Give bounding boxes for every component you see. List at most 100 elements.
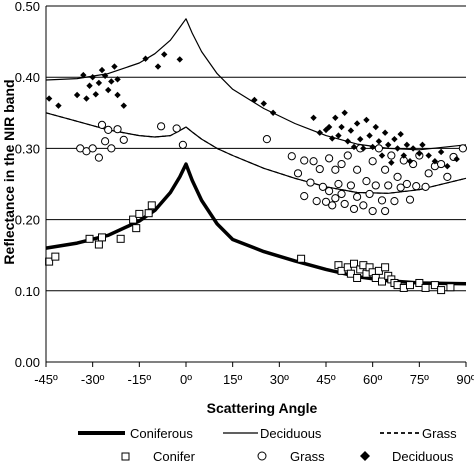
x-tick-label: 90º: [456, 372, 474, 387]
point-deciduous: [310, 114, 317, 121]
point-grass: [337, 189, 346, 199]
x-tick-label: 60º: [363, 372, 382, 387]
point-grass: [315, 164, 324, 174]
point-grass: [377, 196, 387, 205]
point-grass: [318, 182, 327, 191]
point-grass: [325, 187, 334, 196]
point-deciduous: [161, 51, 168, 58]
point-deciduous: [388, 159, 395, 166]
line-grass-thin-solid: [45, 112, 467, 194]
point-conifer: [144, 209, 153, 218]
point-deciduous: [444, 163, 451, 170]
point-deciduous: [154, 63, 162, 70]
point-grass: [343, 151, 352, 160]
point-deciduous: [406, 158, 414, 165]
x-tick-label: 45º: [316, 372, 335, 387]
point-deciduous: [394, 145, 401, 152]
point-deciduous: [332, 114, 339, 121]
point-grass: [94, 153, 103, 162]
point-conifer: [430, 281, 439, 290]
y-tick-label: 0.40: [15, 70, 40, 85]
point-conifer: [381, 263, 390, 272]
point-grass: [88, 144, 97, 153]
point-grass: [349, 204, 359, 214]
point-grass: [328, 201, 337, 210]
point-deciduous: [419, 141, 426, 149]
point-deciduous: [378, 152, 386, 159]
point-grass: [368, 206, 377, 216]
point-deciduous: [142, 55, 149, 62]
legend-grass-marker: [257, 451, 267, 461]
point-grass: [157, 122, 166, 131]
x-tick-label: -30º: [81, 372, 105, 387]
point-grass: [331, 165, 340, 174]
point-conifer: [346, 269, 355, 278]
x-tick-label: 30º: [270, 372, 289, 387]
legend-conifer-label: Conifer: [153, 449, 196, 464]
point-grass: [371, 181, 380, 190]
point-grass: [107, 144, 116, 153]
point-conifer: [437, 286, 446, 295]
point-deciduous: [322, 126, 330, 134]
gridlines: [46, 5, 466, 292]
x-axis-title: Scattering Angle: [207, 400, 318, 416]
point-conifer: [116, 234, 125, 243]
point-grass: [396, 183, 405, 192]
point-conifer: [135, 209, 144, 218]
point-conifer: [147, 201, 156, 210]
point-conifer: [132, 224, 141, 233]
legend: Coniferous Deciduous Grass Conifer Grass…: [78, 426, 457, 464]
point-grass: [346, 181, 355, 190]
point-grass: [353, 165, 362, 174]
point-conifer: [85, 234, 94, 243]
point-deciduous: [335, 132, 342, 139]
point-grass: [300, 156, 309, 165]
point-deciduous: [98, 66, 106, 74]
point-deciduous: [176, 56, 183, 63]
point-grass: [337, 159, 346, 169]
point-deciduous: [437, 148, 445, 156]
point-deciduous: [403, 141, 411, 149]
point-deciduous: [80, 71, 87, 79]
point-deciduous: [325, 123, 333, 131]
point-conifer: [297, 254, 306, 263]
point-grass: [178, 140, 187, 149]
point-grass: [402, 179, 411, 189]
y-axis-title: Reflectance in the NIR band: [1, 79, 17, 264]
point-grass: [325, 154, 334, 163]
point-grass: [368, 157, 377, 166]
point-deciduous: [329, 135, 336, 142]
point-deciduous: [360, 145, 367, 152]
point-grass: [381, 165, 390, 174]
point-grass: [309, 157, 318, 166]
point-grass: [262, 135, 271, 144]
point-conifer: [446, 283, 455, 292]
legend-grass-label: Grass: [290, 449, 325, 464]
point-deciduous: [357, 135, 364, 143]
legend-coniferous-label: Coniferous: [130, 426, 193, 441]
point-grass: [443, 172, 452, 181]
point-grass: [387, 151, 396, 160]
point-deciduous: [453, 155, 460, 163]
point-deciduous: [83, 95, 90, 102]
line-grass-dashed: [45, 112, 467, 194]
legend-deciduous-label: Deciduous: [392, 449, 454, 464]
point-grass: [312, 196, 321, 206]
point-grass: [300, 192, 309, 201]
point-grass: [421, 182, 430, 191]
point-deciduous: [105, 86, 112, 94]
point-grass: [104, 125, 113, 134]
point-grass: [287, 152, 296, 161]
point-deciduous: [111, 63, 118, 70]
point-deciduous: [95, 79, 103, 87]
x-tick-label: 0º: [180, 372, 192, 387]
line-deciduous-thin-solid: [45, 18, 467, 151]
point-deciduous: [341, 109, 348, 116]
point-conifer: [406, 281, 414, 290]
y-tick-label: 0.50: [15, 0, 40, 14]
point-deciduous: [260, 100, 267, 107]
point-grass: [359, 201, 368, 210]
point-conifer: [98, 233, 106, 242]
x-tick-label: 75º: [410, 372, 429, 387]
